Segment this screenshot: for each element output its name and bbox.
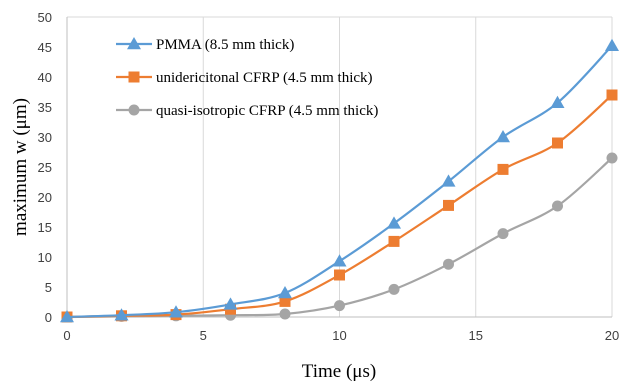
data-point-marker xyxy=(550,95,565,109)
x-tick-label: 0 xyxy=(63,328,70,343)
data-point-marker xyxy=(497,163,509,175)
data-point-marker xyxy=(223,297,238,310)
legend-label: quasi-isotropic CFRP (4.5 mm thick) xyxy=(156,103,378,119)
y-tick-label: 45 xyxy=(38,40,52,55)
data-point-marker xyxy=(496,130,510,143)
series-group xyxy=(60,38,619,323)
data-point-marker xyxy=(128,71,140,83)
y-tick-label: 25 xyxy=(38,160,52,175)
y-tick-labels: 0 5 10 15 20 25 30 35 40 45 50 xyxy=(38,10,52,325)
data-point-marker xyxy=(606,152,618,164)
legend-label: unidericitonal CFRP (4.5 mm thick) xyxy=(156,70,373,86)
y-tick-label: 40 xyxy=(38,70,52,85)
data-point-marker xyxy=(279,308,291,320)
data-point-marker xyxy=(443,258,454,270)
legend-entry: unidericitonal CFRP (4.5 mm thick) xyxy=(116,70,373,86)
legend-entry: quasi-isotropic CFRP (4.5 mm thick) xyxy=(116,103,378,119)
y-tick-label: 0 xyxy=(45,310,52,325)
y-tick-label: 20 xyxy=(38,190,52,205)
legend-label: PMMA (8.5 mm thick) xyxy=(156,37,294,53)
series-triangle xyxy=(60,38,619,323)
data-point-marker xyxy=(128,104,140,116)
x-axis-title: Time (μs) xyxy=(302,361,376,382)
y-tick-label: 15 xyxy=(38,220,52,235)
data-point-marker xyxy=(552,200,563,212)
x-tick-label: 10 xyxy=(332,328,346,343)
x-tick-label: 5 xyxy=(200,328,207,343)
data-point-marker xyxy=(334,269,345,281)
data-point-marker xyxy=(334,300,345,312)
y-axis-title: maximum w (μm) xyxy=(10,98,31,236)
data-point-marker xyxy=(552,137,563,149)
data-point-marker xyxy=(279,295,291,307)
data-point-marker xyxy=(441,174,456,187)
data-point-marker xyxy=(388,235,400,247)
y-tick-label: 30 xyxy=(38,130,52,145)
y-tick-label: 10 xyxy=(38,250,52,265)
data-point-marker xyxy=(127,37,141,50)
x-tick-label: 15 xyxy=(469,328,483,343)
y-tick-label: 5 xyxy=(45,280,52,295)
x-tick-labels: 0 5 10 15 20 xyxy=(63,328,619,343)
legend-entry: PMMA (8.5 mm thick) xyxy=(116,37,294,53)
gridlines xyxy=(67,16,613,317)
y-tick-label: 35 xyxy=(38,100,52,115)
data-point-marker xyxy=(114,308,129,321)
data-point-marker xyxy=(605,38,619,52)
data-point-marker xyxy=(387,216,401,229)
series-line xyxy=(66,45,613,319)
data-point-marker xyxy=(332,254,347,267)
data-point-marker xyxy=(169,305,183,318)
y-tick-label: 50 xyxy=(38,10,52,25)
data-point-marker xyxy=(497,228,509,240)
data-point-marker xyxy=(606,89,618,101)
data-point-marker xyxy=(443,199,454,211)
x-tick-label: 20 xyxy=(605,328,619,343)
data-point-marker xyxy=(60,310,74,323)
series-line xyxy=(66,94,613,319)
data-point-marker xyxy=(388,283,400,295)
legend: PMMA (8.5 mm thick) unidericitonal CFRP (… xyxy=(116,37,378,119)
data-point-marker xyxy=(278,286,292,299)
